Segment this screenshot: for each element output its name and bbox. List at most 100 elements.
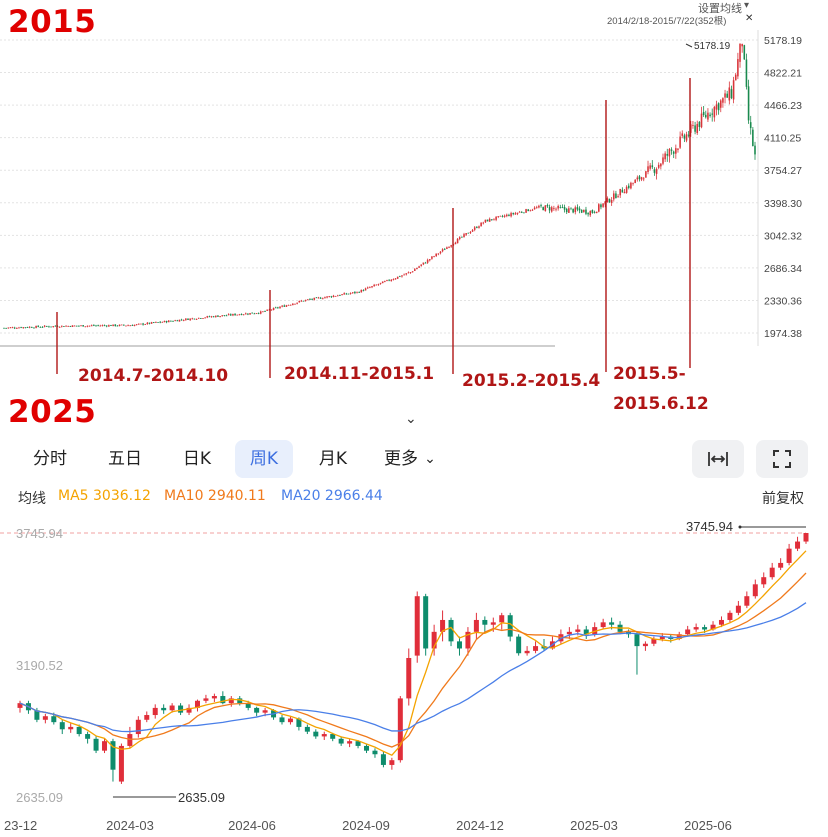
ma-line-20 — [19, 602, 807, 733]
tab-timeshare[interactable]: 分时 — [33, 449, 67, 469]
candle-2015 — [75, 325, 78, 327]
candle-2015 — [364, 288, 367, 291]
x-tick-label-5: 2025-03 — [570, 818, 618, 833]
candle-2015 — [473, 227, 476, 230]
candle-2025 — [51, 716, 57, 723]
tab-daily-k[interactable]: 日K — [182, 449, 212, 469]
candle-2015 — [185, 318, 187, 320]
candle-2015 — [458, 237, 461, 240]
candle-2015 — [247, 313, 249, 315]
candle-2015 — [317, 297, 320, 299]
candle-2015 — [557, 205, 559, 209]
candle-2015 — [503, 215, 506, 217]
candle-2015 — [281, 305, 283, 307]
candle-2025 — [220, 696, 226, 704]
candle-2015 — [619, 188, 622, 196]
candle-2015 — [159, 321, 161, 323]
candle-2025 — [735, 605, 741, 613]
candle-2015 — [63, 326, 65, 327]
settings-ma-link[interactable]: 设置均线 — [698, 3, 742, 15]
candle-2015 — [37, 325, 40, 327]
candle-2015 — [461, 236, 463, 238]
candle-2015 — [93, 325, 95, 326]
candle-2015 — [737, 59, 739, 77]
candle-2015 — [542, 207, 544, 211]
candle-2015 — [456, 238, 459, 244]
candle-2015 — [223, 315, 226, 316]
candle-2015 — [437, 253, 440, 255]
candle-2015 — [420, 264, 423, 266]
tab-more[interactable]: 更多 — [384, 449, 418, 469]
candle-2015 — [90, 325, 93, 327]
peak-value-label: 5178.19 — [694, 41, 731, 52]
tab-five-day[interactable]: 五日 — [108, 449, 142, 469]
candle-2015 — [167, 320, 170, 323]
candle-2025 — [330, 734, 336, 739]
candle-2015 — [253, 313, 256, 315]
candle-2025 — [423, 596, 429, 649]
candle-2015 — [150, 322, 153, 324]
candle-2015 — [155, 321, 157, 323]
period-label-3: 2015.2-2015.4 — [462, 371, 601, 391]
candle-2015 — [146, 322, 149, 325]
more-chevron-icon[interactable]: ⌄ — [424, 451, 436, 467]
candle-2015 — [304, 299, 307, 301]
candle-2015 — [508, 214, 510, 216]
candle-2025 — [566, 631, 572, 635]
y-tick-label-9: 1974.38 — [764, 328, 802, 340]
adjust-label[interactable]: 前复权 — [762, 491, 804, 507]
tab-monthly-k[interactable]: 月K — [318, 449, 348, 469]
candle-2015 — [84, 326, 87, 328]
candle-2015 — [405, 273, 408, 275]
candle-2015 — [747, 86, 750, 121]
candle-2015 — [52, 326, 55, 327]
candle-2015 — [322, 298, 324, 300]
candle-2015 — [73, 325, 76, 327]
candle-2015 — [249, 312, 251, 315]
candle-2015 — [161, 321, 164, 323]
candle-2015 — [287, 304, 290, 306]
candle-2025 — [702, 627, 708, 630]
candle-2015 — [152, 322, 155, 323]
candle-2025 — [355, 741, 361, 746]
x-tick-label-0: 23-12 — [4, 818, 37, 833]
y-tick-label-6: 3042.32 — [764, 230, 802, 242]
fit-width-button[interactable] — [692, 440, 744, 478]
period-tabs: 分时 五日 日K 周K 月K 更多 ⌄ — [0, 440, 828, 480]
candle-2015 — [621, 189, 624, 193]
close-icon[interactable]: ✕ — [745, 13, 754, 24]
candle-2015 — [574, 207, 577, 213]
candle-2015 — [478, 226, 480, 228]
candle-2025 — [102, 741, 108, 751]
y-tick-label-1: 4822.21 — [764, 68, 802, 80]
candle-2015 — [174, 320, 176, 322]
collapse-chevron-icon[interactable]: ⌄ — [405, 410, 417, 426]
candle-2015 — [351, 292, 354, 294]
candle-2015 — [309, 299, 311, 300]
candle-2025 — [575, 629, 581, 632]
candle-2025 — [76, 726, 82, 735]
candle-2015 — [540, 205, 542, 207]
candle-2015 — [722, 98, 724, 103]
candle-2015 — [411, 271, 414, 273]
candle-2015 — [568, 208, 570, 213]
tab-weekly-k[interactable]: 周K — [235, 440, 293, 478]
candle-2015 — [491, 219, 493, 221]
candle-2015 — [3, 327, 5, 329]
candle-2015 — [715, 104, 718, 110]
candle-2015 — [754, 145, 756, 155]
chart-2025-panel: 2025 ⌄ 分时 五日 日K 周K 月K 更多 ⌄ 均线 — [0, 394, 828, 837]
dropdown-icon[interactable]: ▾ — [744, 0, 750, 11]
candle-2015 — [527, 209, 530, 212]
candle-2015 — [229, 314, 232, 316]
candle-2015 — [54, 325, 57, 327]
chart-2015: 5178.19 4822.21 4466.23 4110.25 3754.27 3398.… — [0, 0, 802, 414]
fullscreen-button[interactable] — [756, 440, 808, 478]
year-2025-label: 2025 — [8, 394, 97, 430]
candle-2015 — [649, 165, 651, 169]
candle-2015 — [651, 165, 654, 168]
candle-2025 — [659, 636, 665, 639]
candle-2015 — [11, 327, 14, 329]
candle-2015 — [114, 324, 117, 326]
candle-2015 — [576, 207, 579, 210]
